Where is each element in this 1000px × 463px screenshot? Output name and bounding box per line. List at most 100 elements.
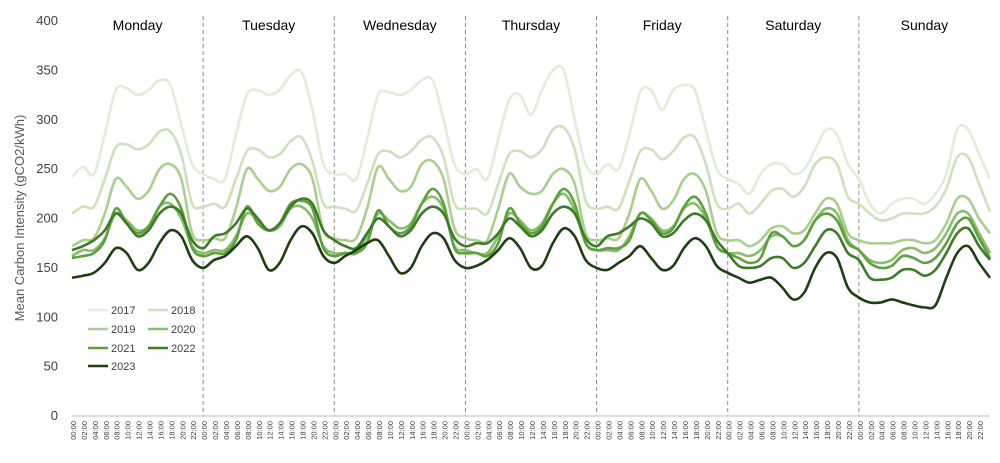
x-tick-label: 20:00 [965, 421, 974, 440]
day-label: Monday [113, 17, 163, 33]
series-line-2020 [71, 192, 992, 265]
x-tick-label: 16:00 [943, 421, 952, 440]
x-tick-label: 08:00 [637, 421, 646, 440]
x-tick-label: 00:00 [462, 421, 471, 440]
legend-label: 2022 [171, 343, 195, 355]
y-tick-label: 350 [36, 62, 58, 77]
x-tick-label: 06:00 [233, 421, 242, 440]
x-tick-label: 22:00 [320, 421, 329, 440]
x-tick-label: 06:00 [495, 421, 504, 440]
x-tick-label: 08:00 [113, 421, 122, 440]
x-tick-label: 06:00 [626, 421, 635, 440]
x-tick-label: 22:00 [976, 421, 985, 440]
x-tick-label: 22:00 [189, 421, 198, 440]
x-tick-label: 02:00 [736, 421, 745, 440]
x-tick-label: 22:00 [845, 421, 854, 440]
x-tick-label: 10:00 [124, 421, 133, 440]
x-tick-label: 20:00 [703, 421, 712, 440]
y-axis-title: Mean Carbon Intensity (gCO2/kWh) [12, 115, 27, 322]
x-tick-label: 08:00 [768, 421, 777, 440]
x-tick-label: 12:00 [266, 421, 275, 440]
x-tick-label: 20:00 [309, 421, 318, 440]
x-tick-label: 14:00 [670, 421, 679, 440]
y-tick-label: 300 [36, 112, 58, 127]
x-tick-label: 02:00 [605, 421, 614, 440]
x-tick-label: 04:00 [91, 421, 100, 440]
x-tick-label: 08:00 [900, 421, 909, 440]
x-tick-label: 18:00 [561, 421, 570, 440]
y-tick-label: 100 [36, 309, 58, 324]
x-tick-label: 08:00 [506, 421, 515, 440]
x-tick-label: 16:00 [550, 421, 559, 440]
legend-label: 2023 [111, 361, 135, 373]
x-tick-label: 18:00 [430, 421, 439, 440]
x-tick-label: 06:00 [889, 421, 898, 440]
y-tick-label: 150 [36, 260, 58, 275]
x-tick-label: 00:00 [331, 421, 340, 440]
x-tick-label: 06:00 [102, 421, 111, 440]
x-tick-label: 10:00 [517, 421, 526, 440]
x-tick-label: 20:00 [572, 421, 581, 440]
x-tick-label: 02:00 [80, 421, 89, 440]
y-axis-ticks: 0 50 100 150 200 250 300 350 400 [36, 13, 58, 423]
x-tick-label: 04:00 [747, 421, 756, 440]
x-tick-label: 12:00 [397, 421, 406, 440]
legend-label: 2017 [111, 305, 135, 317]
day-label: Thursday [502, 17, 560, 33]
legend-label: 2018 [171, 305, 195, 317]
x-tick-label: 20:00 [441, 421, 450, 440]
series-line-2022 [71, 197, 992, 282]
x-tick-label: 08:00 [375, 421, 384, 440]
series-line-2019 [71, 158, 992, 248]
x-tick-label: 00:00 [69, 421, 78, 440]
x-tick-label: 06:00 [364, 421, 373, 440]
x-tick-label: 22:00 [714, 421, 723, 440]
x-tick-label: 14:00 [801, 421, 810, 440]
x-tick-label: 02:00 [342, 421, 351, 440]
series-lines [71, 64, 992, 310]
x-tick-label: 10:00 [255, 421, 264, 440]
y-tick-label: 0 [51, 408, 58, 423]
x-tick-label: 12:00 [135, 421, 144, 440]
x-tick-label: 14:00 [408, 421, 417, 440]
x-tick-label: 02:00 [867, 421, 876, 440]
x-tick-label: 00:00 [200, 421, 209, 440]
day-label: Friday [643, 17, 682, 33]
x-tick-label: 00:00 [856, 421, 865, 440]
x-tick-label: 16:00 [681, 421, 690, 440]
x-tick-label: 14:00 [277, 421, 286, 440]
day-label: Wednesday [363, 17, 437, 33]
x-tick-label: 12:00 [790, 421, 799, 440]
x-tick-label: 10:00 [779, 421, 788, 440]
x-tick-label: 08:00 [244, 421, 253, 440]
x-tick-label: 14:00 [932, 421, 941, 440]
x-tick-label: 12:00 [528, 421, 537, 440]
x-tick-label: 06:00 [758, 421, 767, 440]
y-tick-label: 200 [36, 211, 58, 226]
legend-label: 2019 [111, 324, 135, 336]
series-line-2023 [71, 224, 992, 310]
legend-label: 2020 [171, 324, 195, 336]
x-axis-ticks: 00:00 02:00 04:00 06:00 08:00 10:00 12:00 14:00… [69, 421, 985, 440]
x-tick-label: 10:00 [911, 421, 920, 440]
x-tick-label: 16:00 [812, 421, 821, 440]
x-tick-label: 18:00 [954, 421, 963, 440]
y-tick-label: 250 [36, 161, 58, 176]
x-tick-label: 16:00 [156, 421, 165, 440]
y-axis-title-group: Mean Carbon Intensity (gCO2/kWh) [12, 115, 27, 322]
x-tick-label: 16:00 [419, 421, 428, 440]
x-tick-label: 18:00 [823, 421, 832, 440]
day-label: Tuesday [242, 17, 295, 33]
x-tick-label: 22:00 [452, 421, 461, 440]
x-tick-label: 16:00 [288, 421, 297, 440]
y-tick-label: 50 [44, 359, 58, 374]
series-line-2017 [71, 64, 992, 215]
series-line-2021 [71, 187, 992, 270]
x-tick-label: 14:00 [146, 421, 155, 440]
legend: 2017 2018 2019 2020 2021 2022 2023 [88, 305, 195, 373]
x-tick-label: 04:00 [615, 421, 624, 440]
day-label: Saturday [765, 17, 821, 33]
x-tick-label: 18:00 [167, 421, 176, 440]
